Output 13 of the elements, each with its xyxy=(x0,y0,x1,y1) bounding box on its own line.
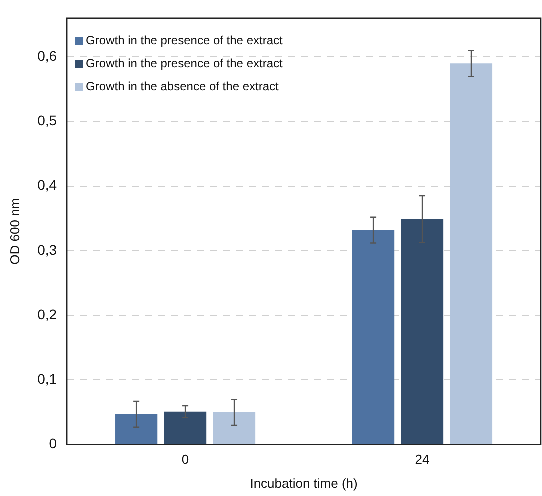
legend-label: Growth in the presence of the extract xyxy=(86,56,284,71)
x-tick-label: 24 xyxy=(415,452,430,468)
y-tick-label: 0,1 xyxy=(38,371,58,388)
legend-label: Growth in the absence of the extract xyxy=(86,80,280,94)
y-axis-title: OD 600 nm xyxy=(7,198,22,265)
y-tick-label: 0,2 xyxy=(38,306,58,322)
y-tick-label: 0,3 xyxy=(38,242,58,258)
legend-label: Growth in the presence of the extract xyxy=(86,34,284,48)
y-tick-label: 0 xyxy=(49,436,58,452)
y-tick-label: 0,5 xyxy=(38,112,58,129)
y-tick-label: 0,6 xyxy=(38,48,58,64)
x-axis-title: Incubation time (h) xyxy=(250,476,358,491)
y-tick-label: 0,4 xyxy=(38,177,58,194)
